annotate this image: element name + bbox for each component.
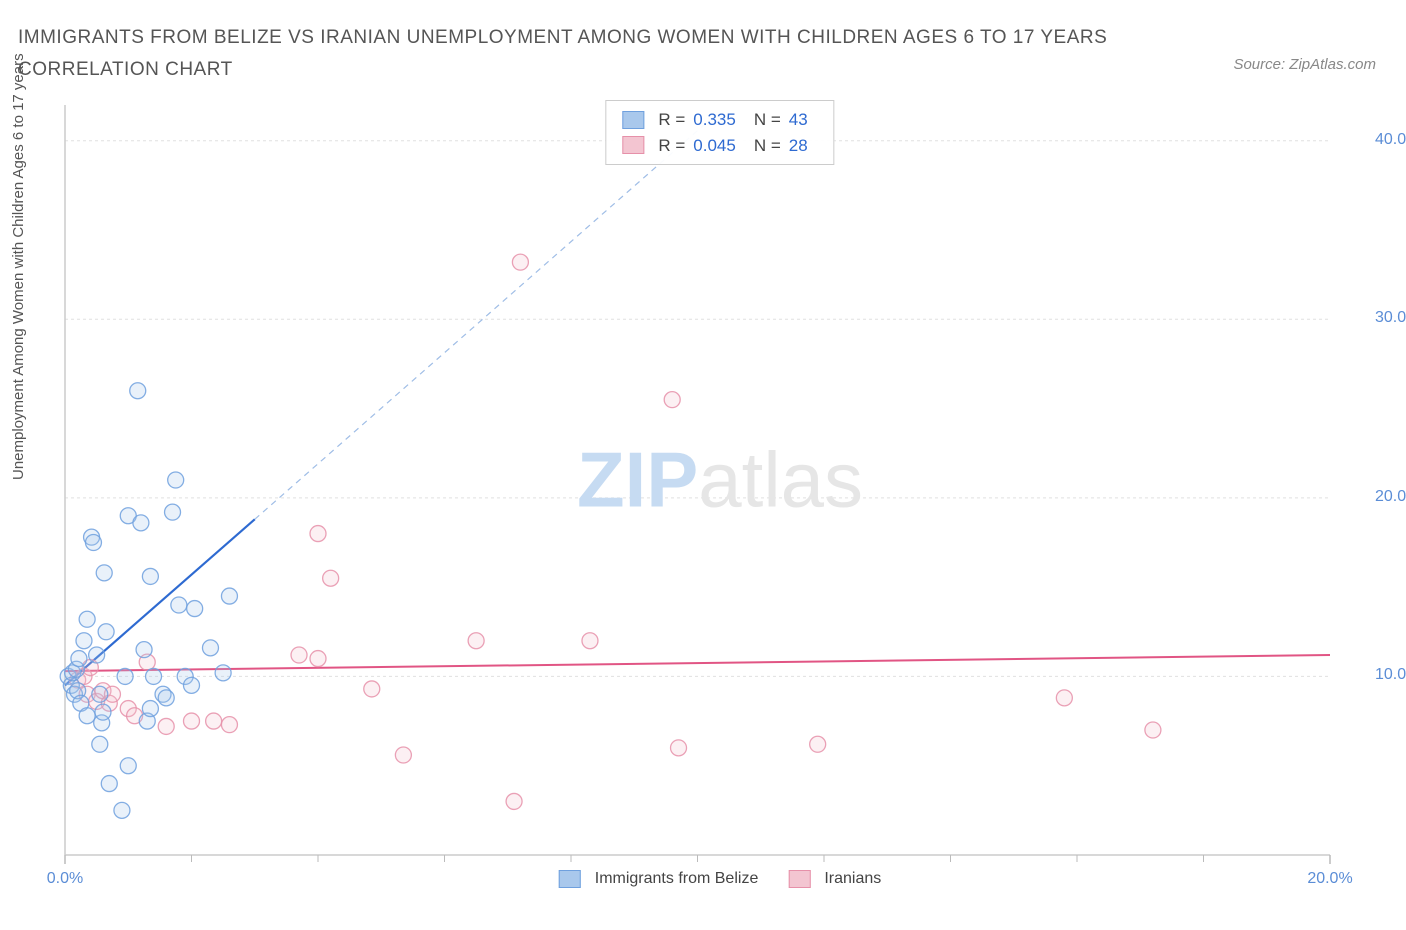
y-tick-label: 30.0% bbox=[1375, 309, 1406, 327]
legend-label-0: Immigrants from Belize bbox=[595, 870, 759, 888]
plot-area: ZIPatlas R = 0.335 N = 43 R = 0.045 N = … bbox=[65, 100, 1375, 860]
swatch-series-1 bbox=[622, 136, 644, 154]
stats-row-series-1: R = 0.045 N = 28 bbox=[622, 133, 817, 159]
legend-label-1: Iranians bbox=[824, 870, 881, 888]
y-tick-label: 40.0% bbox=[1375, 131, 1406, 149]
x-tick-label: 20.0% bbox=[1307, 870, 1352, 888]
chart-title: IMMIGRANTS FROM BELIZE VS IRANIAN UNEMPL… bbox=[18, 22, 1178, 87]
swatch-series-0 bbox=[622, 111, 644, 129]
stats-row-series-0: R = 0.335 N = 43 bbox=[622, 107, 817, 133]
y-tick-label: 10.0% bbox=[1375, 666, 1406, 684]
stats-legend-box: R = 0.335 N = 43 R = 0.045 N = 28 bbox=[605, 100, 834, 165]
legend-item-1: Iranians bbox=[788, 870, 881, 888]
y-axis-label: Unemployment Among Women with Children A… bbox=[10, 53, 27, 480]
legend-bottom: Immigrants from Belize Iranians bbox=[559, 870, 882, 888]
legend-item-0: Immigrants from Belize bbox=[559, 870, 759, 888]
legend-swatch-0 bbox=[559, 870, 581, 888]
scatter-svg bbox=[65, 100, 1375, 860]
chart-container: IMMIGRANTS FROM BELIZE VS IRANIAN UNEMPL… bbox=[0, 0, 1406, 930]
y-tick-label: 20.0% bbox=[1375, 488, 1406, 506]
legend-swatch-1 bbox=[788, 870, 810, 888]
x-tick-label: 0.0% bbox=[47, 870, 83, 888]
source-label: Source: ZipAtlas.com bbox=[1233, 56, 1376, 73]
